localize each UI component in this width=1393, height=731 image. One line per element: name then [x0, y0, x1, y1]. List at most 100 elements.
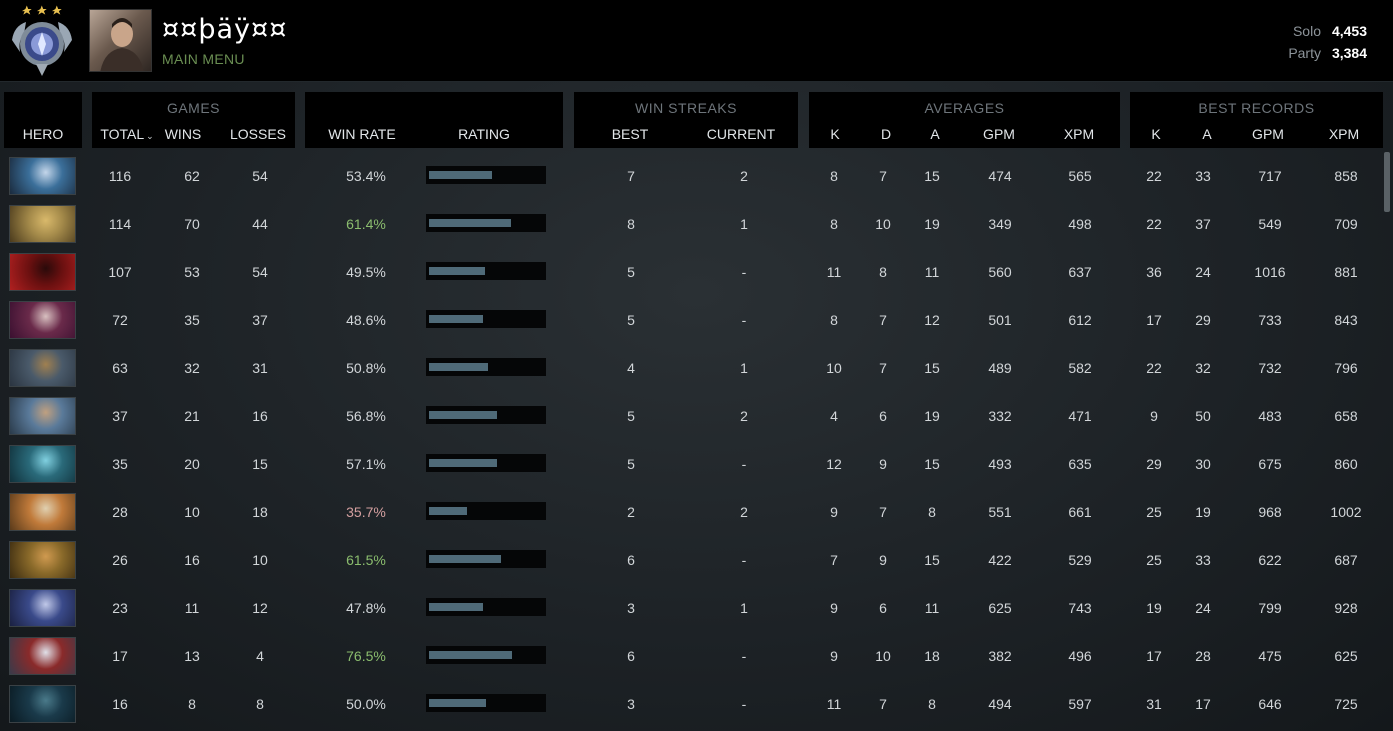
table-row[interactable]: 37 21 16 5 2 4 6 19 332 471 9 50 483 658 56.8%: [0, 392, 1380, 440]
rank-medal-icon[interactable]: [6, 4, 78, 78]
avg-xpm-cell: 582: [1068, 360, 1092, 376]
rec-kills-cell: 22: [1146, 216, 1162, 232]
hero-portrait-3-icon[interactable]: [9, 253, 76, 291]
losses-header[interactable]: LOSSES: [229, 126, 287, 142]
avg-assists-cell: 15: [924, 360, 940, 376]
table-row[interactable]: 16 8 8 3 - 11 7 8 494 597 31 17 646 725 50.0%: [0, 680, 1380, 728]
rec-gpm-cell: 646: [1258, 696, 1282, 712]
hero-header[interactable]: HERO: [22, 126, 64, 142]
hero-portrait-7-icon[interactable]: [9, 445, 76, 483]
losses-cell: 8: [256, 696, 264, 712]
table-row[interactable]: 28 10 18 2 2 9 7 8 551 661 25 19 968 1002 35.7%: [0, 488, 1380, 536]
table-row[interactable]: 116 62 54 7 2 8 7 15 474 565 22 33 717 858 53.4%: [0, 152, 1380, 200]
wins-cell: 11: [184, 600, 200, 616]
rec-assists-cell: 24: [1195, 600, 1211, 616]
table-row[interactable]: 35 20 15 5 - 12 9 15 493 635 29 30 675 860 57.1%: [0, 440, 1380, 488]
rec-kills-cell: 9: [1150, 408, 1158, 424]
table-row[interactable]: 72 35 37 5 - 8 7 12 501 612 17 29 733 843 48.6%: [0, 296, 1380, 344]
table-row[interactable]: 107 53 54 5 - 11 8 11 560 637 36 24 1016 881 49.5%: [0, 248, 1380, 296]
rec-xpm-cell: 843: [1334, 312, 1358, 328]
rec-xpm-cell: 658: [1334, 408, 1358, 424]
avg-assists-header[interactable]: A: [930, 126, 940, 142]
avg-xpm-cell: 529: [1068, 552, 1092, 568]
avg-kills-cell: 9: [830, 504, 838, 520]
win-rate-header[interactable]: WIN RATE: [328, 126, 396, 142]
wins-cell: 53: [184, 264, 200, 280]
table-row[interactable]: 114 70 44 8 1 8 10 19 349 498 22 37 549 709 61.4%: [0, 200, 1380, 248]
table-row[interactable]: 23 11 12 3 1 9 6 11 625 743 19 24 799 928 47.8%: [0, 584, 1380, 632]
hero-portrait-11-icon[interactable]: [9, 637, 76, 675]
avg-kills-cell: 8: [830, 168, 838, 184]
rec-gpm-cell: 733: [1258, 312, 1282, 328]
rec-gpm-cell: 483: [1258, 408, 1282, 424]
avg-deaths-cell: 7: [879, 312, 887, 328]
hero-portrait-1-icon[interactable]: [9, 157, 76, 195]
rating-bar-fill: [429, 315, 483, 323]
avg-deaths-header[interactable]: D: [880, 126, 892, 142]
rec-kills-cell: 19: [1146, 600, 1162, 616]
total-header[interactable]: TOTAL ⌄: [100, 126, 153, 142]
avg-gpm-cell: 494: [988, 696, 1012, 712]
hero-portrait-4-icon[interactable]: [9, 301, 76, 339]
avg-deaths-cell: 9: [879, 552, 887, 568]
hero-portrait-6-icon[interactable]: [9, 397, 76, 435]
rec-gpm-header[interactable]: GPM: [1252, 126, 1284, 142]
hero-portrait-12-icon[interactable]: [9, 685, 76, 723]
hero-portrait-10-icon[interactable]: [9, 589, 76, 627]
losses-cell: 4: [256, 648, 264, 664]
losses-cell: 54: [252, 168, 268, 184]
current-streak-header[interactable]: CURRENT: [706, 126, 776, 142]
best-streak-cell: 2: [627, 504, 635, 520]
rec-kills-header[interactable]: K: [1151, 126, 1161, 142]
rating-bar-fill: [429, 171, 492, 179]
rec-assists-cell: 37: [1195, 216, 1211, 232]
rating-bar-fill: [429, 219, 511, 227]
avg-assists-cell: 15: [924, 456, 940, 472]
wins-cell: 8: [188, 696, 196, 712]
wins-header[interactable]: WINS: [164, 126, 202, 142]
best-streak-cell: 8: [627, 216, 635, 232]
rating-bar-fill: [429, 459, 497, 467]
rec-kills-cell: 17: [1146, 648, 1162, 664]
avg-assists-cell: 12: [924, 312, 940, 328]
avg-xpm-cell: 565: [1068, 168, 1092, 184]
rec-kills-cell: 22: [1146, 168, 1162, 184]
rating-header[interactable]: RATING: [458, 126, 510, 142]
table-row[interactable]: 63 32 31 4 1 10 7 15 489 582 22 32 732 796 50.8%: [0, 344, 1380, 392]
avg-xpm-header[interactable]: XPM: [1063, 126, 1095, 142]
avg-kills-cell: 4: [830, 408, 838, 424]
avatar[interactable]: [89, 9, 152, 72]
avg-assists-cell: 18: [924, 648, 940, 664]
best-streak-cell: 6: [627, 552, 635, 568]
win-rate-cell: 50.8%: [346, 360, 386, 376]
current-streak-cell: -: [741, 696, 747, 712]
rec-xpm-header[interactable]: XPM: [1328, 126, 1360, 142]
avg-kills-cell: 8: [830, 216, 838, 232]
hero-portrait-8-icon[interactable]: [9, 493, 76, 531]
avg-kills-header[interactable]: K: [830, 126, 840, 142]
wins-cell: 32: [184, 360, 200, 376]
table-row[interactable]: 17 13 4 6 - 9 10 18 382 496 17 28 475 625 76.5%: [0, 632, 1380, 680]
rec-kills-cell: 29: [1146, 456, 1162, 472]
table-row[interactable]: 26 16 10 6 - 7 9 15 422 529 25 33 622 687 61.5%: [0, 536, 1380, 584]
wins-cell: 35: [184, 312, 200, 328]
hero-portrait-2-icon[interactable]: [9, 205, 76, 243]
mmr-panel: Solo 4,453 Party 3,384: [1288, 20, 1367, 64]
avg-deaths-cell: 6: [879, 408, 887, 424]
hero-portrait-9-icon[interactable]: [9, 541, 76, 579]
avg-gpm-header[interactable]: GPM: [983, 126, 1015, 142]
rec-assists-cell: 32: [1195, 360, 1211, 376]
hero-portrait-5-icon[interactable]: [9, 349, 76, 387]
main-menu-link[interactable]: MAIN MENU: [162, 51, 245, 67]
rating-bar-fill: [429, 267, 485, 275]
losses-cell: 18: [252, 504, 268, 520]
best-streak-header[interactable]: BEST: [611, 126, 649, 142]
rec-assists-header[interactable]: A: [1202, 126, 1212, 142]
avg-kills-cell: 9: [830, 648, 838, 664]
rec-gpm-cell: 717: [1258, 168, 1282, 184]
rec-xpm-cell: 881: [1334, 264, 1358, 280]
avg-kills-cell: 12: [826, 456, 842, 472]
avg-kills-cell: 11: [826, 696, 842, 712]
avg-xpm-cell: 635: [1068, 456, 1092, 472]
scrollbar-thumb[interactable]: [1384, 152, 1390, 212]
